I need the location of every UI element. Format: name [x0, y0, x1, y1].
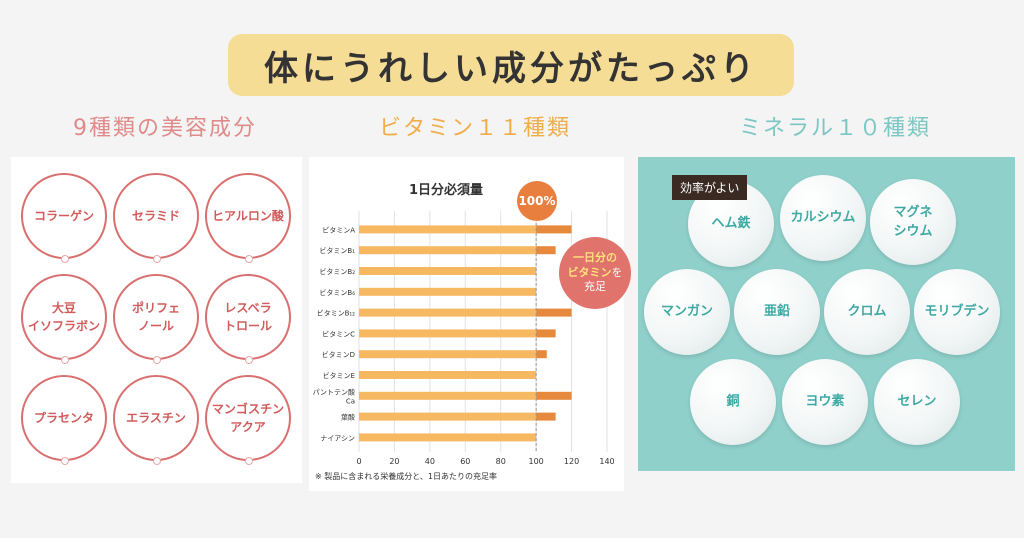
- bar: [359, 433, 537, 442]
- category-label: ビタミンB₂: [319, 267, 355, 276]
- category-label: ビタミンB₁: [319, 246, 355, 255]
- beauty-item: ポリフェ ノール: [113, 274, 199, 364]
- category-label: パントテン酸: [313, 387, 355, 396]
- bar: [359, 308, 537, 317]
- category-label: ビタミンA: [322, 225, 355, 234]
- beauty-item: プラセンタ: [21, 375, 107, 465]
- category-label: ビタミンB₁₂: [317, 309, 356, 318]
- x-tick-label: 80: [496, 457, 506, 466]
- vitamin-bar-chart: 0 20 40 60 80 100 120 140 ビタミンA ビタミンB₁ ビタミンB₂ ビタミンB…: [313, 211, 615, 466]
- chart-title: 1日分必須量: [409, 183, 484, 198]
- mineral-item: ヨウ素: [782, 359, 868, 445]
- x-tick-label: 0: [356, 457, 361, 466]
- bar-excess: [536, 308, 572, 317]
- page-title: 体にうれしい成分がたっぷり: [228, 34, 794, 96]
- x-tick-label: 100: [529, 457, 544, 466]
- beauty-section-title: 9種類の美容成分: [73, 116, 257, 141]
- bar: [359, 350, 537, 359]
- bar-excess: [536, 246, 556, 255]
- mineral-item: マグネ シウム: [870, 179, 956, 265]
- badge-line3: を: [611, 265, 623, 279]
- daily-vitamin-badge: 一日分の ビタミンを 充足: [559, 237, 631, 309]
- x-tick-label: 20: [389, 457, 399, 466]
- badge-line2: ビタミン: [567, 265, 612, 279]
- bar: [359, 246, 537, 255]
- category-label: ナイアシン: [320, 434, 355, 442]
- category-label: ビタミンB₆: [319, 288, 355, 297]
- category-label: ビタミンD: [322, 350, 355, 359]
- badge-line4: 充足: [584, 280, 606, 294]
- mineral-item: 亜鉛: [734, 269, 820, 355]
- beauty-item: レスベラ トロール: [205, 274, 291, 364]
- bar: [359, 225, 537, 234]
- beauty-item: セラミド: [113, 173, 199, 263]
- mineral-item: セレン: [874, 359, 960, 445]
- badge-line1: 一日分の: [573, 250, 617, 264]
- hundred-percent-badge: 100%: [517, 181, 557, 221]
- bar-excess: [536, 225, 572, 234]
- mineral-item: 銅: [690, 359, 776, 445]
- bar-excess: [536, 412, 556, 421]
- chart-note: ※ 製品に含まれる栄養成分と、1日あたりの充足率: [315, 472, 498, 481]
- bar-excess: [536, 329, 556, 338]
- x-tick-label: 120: [564, 457, 579, 466]
- category-label: 葉酸: [341, 413, 355, 422]
- beauty-item: 大豆 イソフラボン: [21, 274, 107, 364]
- bar: [359, 267, 537, 275]
- vitamin-section-title: ビタミン１１種類: [378, 116, 571, 141]
- x-tick-label: 140: [599, 457, 614, 466]
- x-tick-label: 40: [425, 457, 435, 466]
- category-label: Ca: [346, 397, 355, 405]
- bar: [359, 371, 537, 379]
- bar: [359, 391, 537, 400]
- beauty-item: エラスチン: [113, 375, 199, 465]
- category-label: ビタミンE: [323, 371, 355, 380]
- mineral-item: カルシウム: [780, 175, 866, 261]
- bar: [359, 412, 537, 421]
- beauty-ingredients-panel: コラーゲン セラミド ヒアルロン酸 大豆 イソフラボン ポリフェ ノール レスベ…: [11, 157, 302, 483]
- mineral-panel: ヘム鉄 カルシウム マグネ シウム マンガン 亜鉛 クロム モリブデン 銅 ヨウ…: [638, 157, 1015, 471]
- beauty-item: コラーゲン: [21, 173, 107, 263]
- beauty-item: マンゴスチン アクア: [205, 375, 291, 465]
- mineral-item: モリブデン: [914, 269, 1000, 355]
- mineral-item: クロム: [824, 269, 910, 355]
- mineral-section-title: ミネラル１０種類: [738, 116, 931, 141]
- x-tick-label: 60: [460, 457, 470, 466]
- efficiency-tag: 効率がよい: [672, 175, 748, 200]
- bar-excess: [536, 391, 572, 400]
- beauty-item: ヒアルロン酸: [205, 173, 291, 263]
- mineral-item: マンガン: [644, 269, 730, 355]
- bar: [359, 287, 537, 296]
- bar: [359, 329, 537, 338]
- bar-excess: [536, 350, 547, 359]
- category-label: ビタミンC: [322, 329, 355, 338]
- vitamin-chart-panel: 1日分必須量 0 20 40 60 80 100 120 140 ビタミンA ビタミンB₁ ビタミン…: [309, 157, 631, 491]
